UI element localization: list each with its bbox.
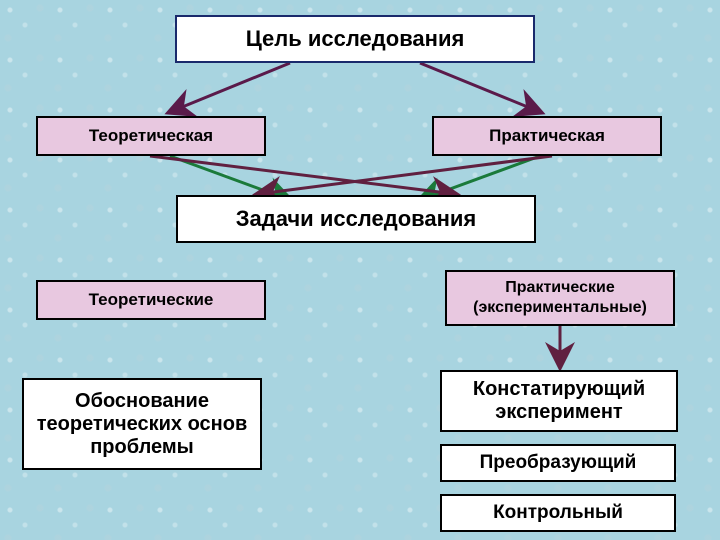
node-theoretical: Теоретическая [36, 116, 266, 156]
node-goal: Цель исследования [175, 15, 535, 63]
node-theoreticals: Теоретические [36, 280, 266, 320]
arrow-4 [150, 156, 455, 194]
arrow-2 [170, 156, 290, 200]
arrow-5 [258, 156, 552, 194]
node-substantiation: Обоснование теоретических основ проблемы [22, 378, 262, 470]
node-practical: Практическая [432, 116, 662, 156]
arrow-0 [170, 63, 290, 112]
node-transforming: Преобразующий [440, 444, 676, 482]
node-practicals: Практические(экспериментальные) [445, 270, 675, 326]
node-control: Контрольный [440, 494, 676, 532]
arrow-1 [420, 63, 540, 112]
node-ascertaining: Констатирующий эксперимент [440, 370, 678, 432]
arrow-3 [420, 156, 540, 200]
node-tasks: Задачи исследования [176, 195, 536, 243]
